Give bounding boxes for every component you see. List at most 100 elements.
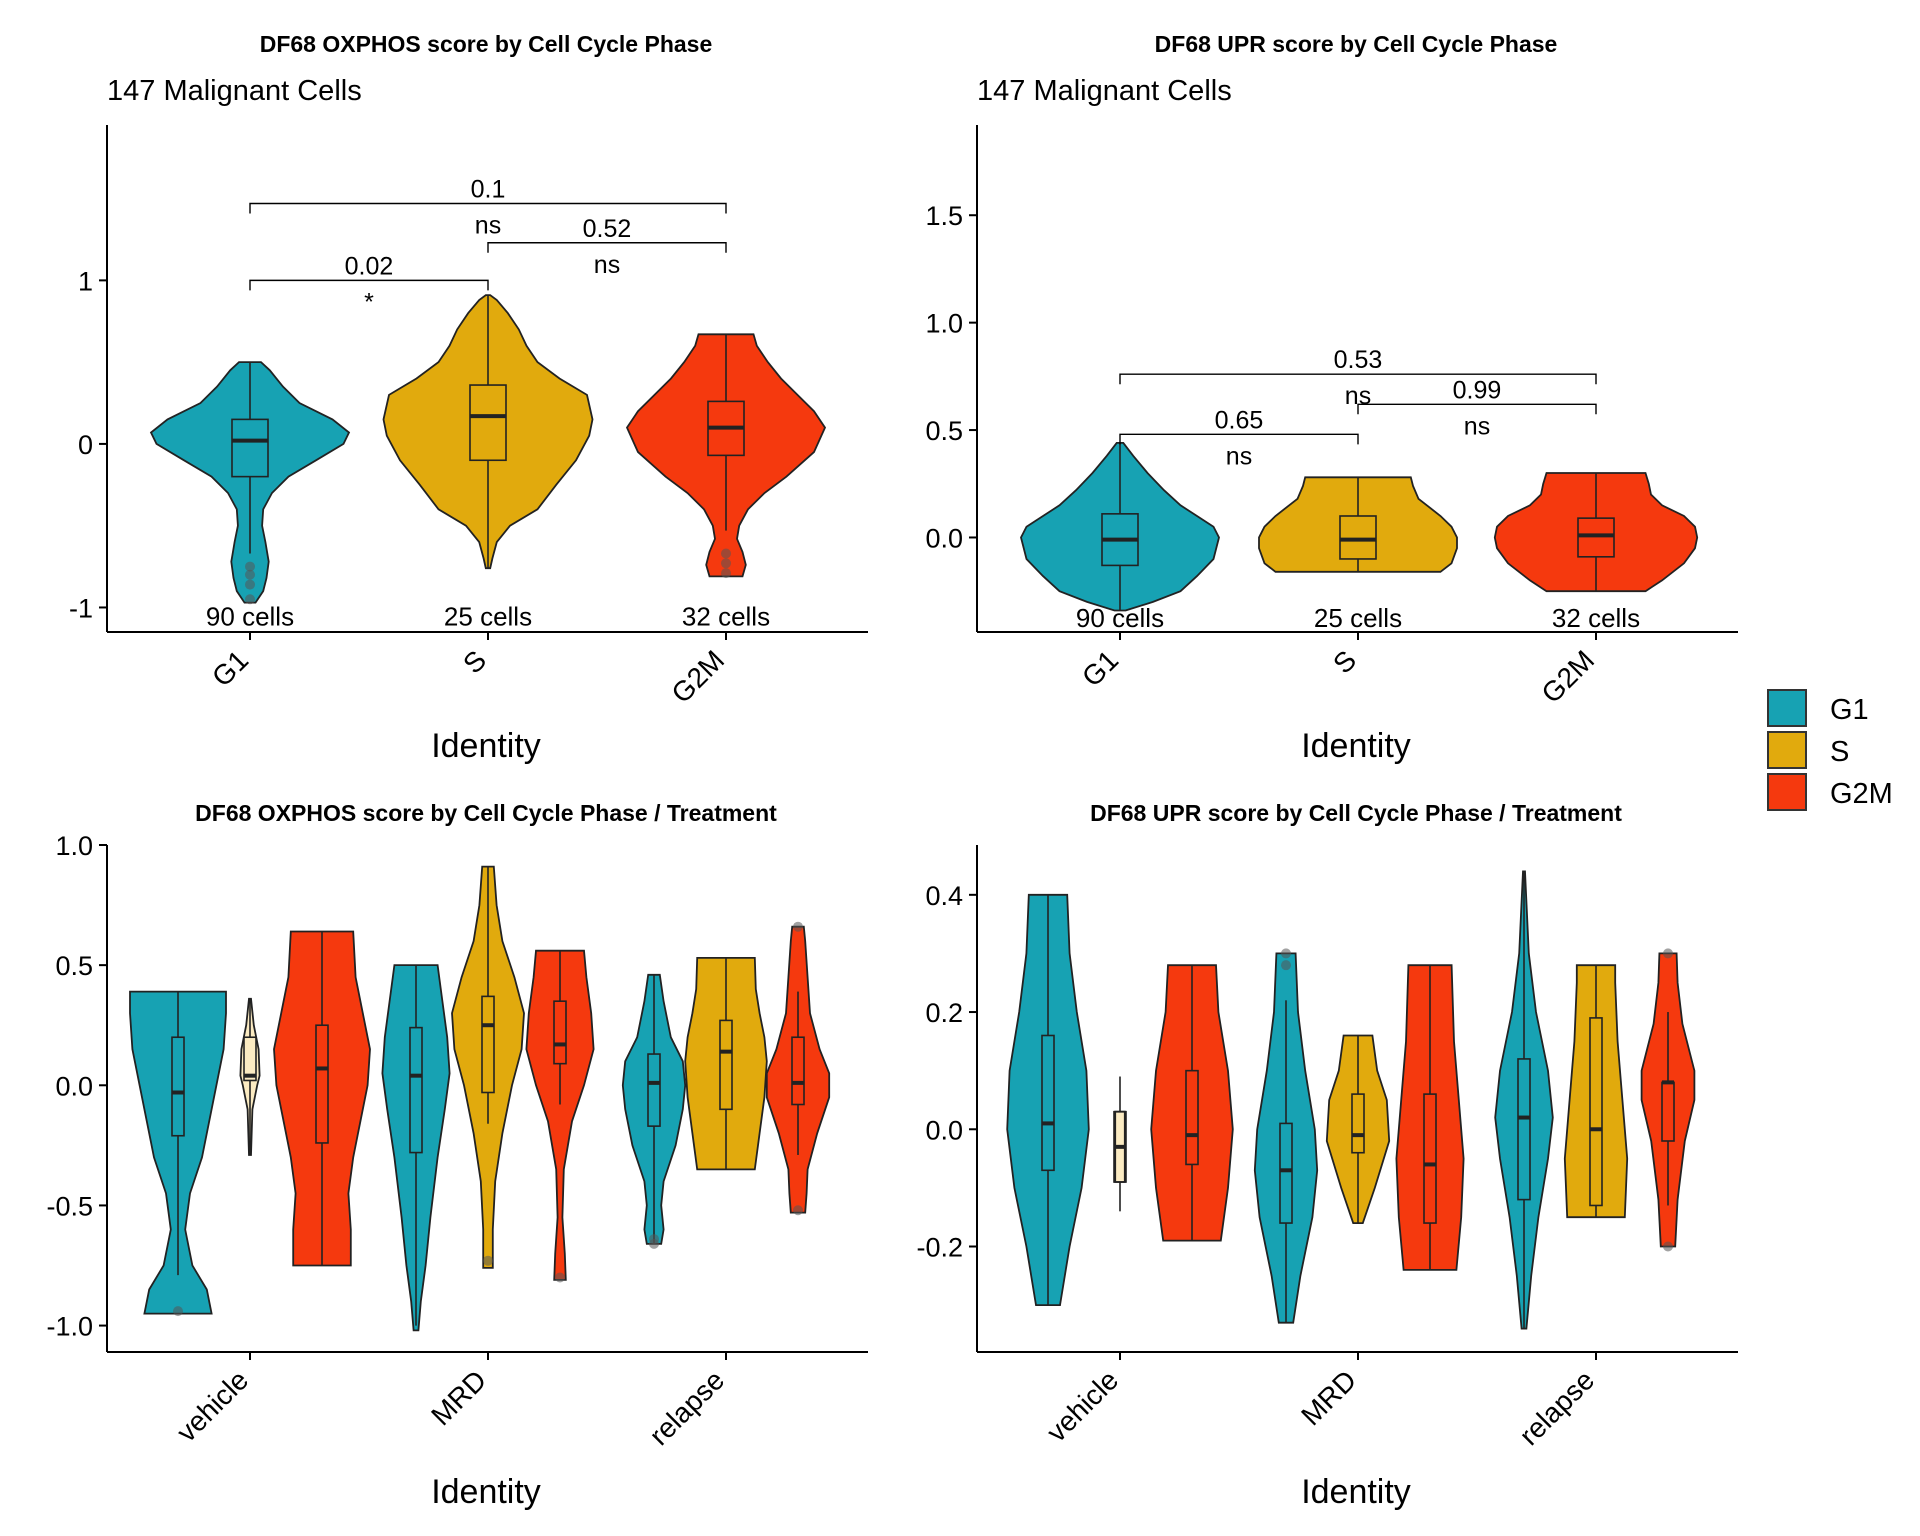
violin-g1-mrd [381,964,451,1332]
box-s-mrd [481,995,495,1094]
p-value-s-g2m: 0.99 [1453,376,1502,404]
outlier-g2m-1 [721,558,731,569]
violin-g2m-vehicle [1150,964,1234,1242]
outlier-g1-relapse-1 [649,1238,659,1249]
panel-oxphos-phase: DF68 OXPHOS score by Cell Cycle Phase 14… [69,31,868,765]
legend-swatch-s [1767,731,1807,769]
outlier-g2m-0 [721,548,731,559]
y-tick-label: 1.5 [925,201,963,231]
x-tick-label-g1: G1 [206,644,254,692]
panel-upr-treatment: DF68 UPR score by Cell Cycle Phase / Tre… [916,800,1738,1511]
y-tick-label: 1 [78,266,93,296]
chart-subtitle: 147 Malignant Cells [977,75,1232,107]
violin-g2m-vehicle [273,930,371,1267]
y-tick-label: 0.0 [55,1071,93,1101]
x-tick-label-g2m: G2M [1535,644,1600,709]
bracket-s-g2m [1357,403,1597,415]
box-g1-mrd [409,1026,423,1154]
x-tick-label-g2m: G2M [665,644,730,709]
significance-s-g2m: ns [1464,412,1490,440]
p-value-g1-g2m: 0.1 [471,176,506,204]
cell-count-g2m: 32 cells [682,602,770,632]
box-s-relapse [719,1019,733,1111]
box-g1-relapse [1517,1058,1531,1201]
box-g2m [1577,517,1615,558]
x-tick-label-vehicle: vehicle [1041,1364,1125,1448]
cell-count-g1: 90 cells [1076,603,1164,633]
outlier-g2m-relapse-0 [1663,1241,1673,1252]
box-s-relapse [1589,1017,1603,1207]
box-s [469,384,507,462]
x-axis-label: Identity [431,727,541,765]
chart-title: DF68 UPR score by Cell Cycle Phase / Tre… [1090,800,1622,826]
y-tick-label: 0.5 [55,951,93,981]
box-g2m-mrd [553,1000,567,1065]
legend-label-g2m: G2M [1830,778,1893,810]
x-tick-label-mrd: MRD [425,1364,492,1431]
box-g2m-mrd [1423,1093,1437,1224]
violin-s-mrd [1325,1034,1391,1224]
violin-g1-vehicle [1006,893,1090,1306]
significance-g1-s: ns [1226,442,1252,470]
x-tick-label-vehicle: vehicle [171,1364,255,1448]
plot-area: -1.0 -0.5 0.0 0.5 1.0 vehicle MRD relapse [46,831,868,1451]
violin-s [1258,476,1458,573]
box-s-mrd [1351,1093,1365,1154]
outlier-g1-vehicle-0 [173,1306,183,1317]
y-tick-label: 0.2 [925,998,963,1028]
cell-count-s: 25 cells [444,602,532,632]
legend-swatch-g1 [1767,689,1807,727]
y-tick-label: 0.0 [925,1115,963,1145]
significance-g1-g2m: ns [475,212,501,240]
outlier-g2m-relapse-0 [793,1205,803,1216]
p-value-g1-s: 0.02 [345,252,394,280]
outlier-g2m-2 [721,568,731,579]
violin-g2m-relapse [1640,952,1696,1248]
violin-g1-relapse [1494,870,1554,1330]
p-value-g1-s: 0.65 [1215,406,1264,434]
y-tick-label: -0.5 [46,1191,93,1221]
outlier-g1-2 [245,579,255,590]
cell-count-g1: 90 cells [206,602,294,632]
chart-title: DF68 OXPHOS score by Cell Cycle Phase [260,31,713,57]
significance-g1-s: * [364,288,374,316]
chart-title: DF68 UPR score by Cell Cycle Phase [1155,31,1558,57]
outlier-g1-mrd-0 [1281,960,1291,971]
legend-label-s: S [1830,736,1849,768]
outlier-g1-3 [245,594,255,605]
y-tick-label: 1.0 [925,309,963,339]
panel-upr-phase: DF68 UPR score by Cell Cycle Phase 147 M… [925,31,1738,765]
box-g2m-vehicle [1185,1069,1199,1166]
chart-title: DF68 OXPHOS score by Cell Cycle Phase / … [195,800,777,826]
box-s-vehicle [243,1036,257,1082]
outlier-s-mrd-0 [483,1255,493,1266]
p-value-g1-g2m: 0.53 [1334,346,1383,374]
x-axis-label: Identity [1301,727,1411,765]
box-s [1339,515,1377,560]
outlier-g1-0 [245,561,255,572]
cell-count-s: 25 cells [1314,603,1402,633]
box-g1 [231,418,269,478]
y-tick-label: -0.2 [916,1232,963,1262]
p-value-s-g2m: 0.52 [583,215,632,243]
outlier-g1-1 [245,569,255,580]
violin-g1-relapse [621,973,687,1245]
x-tick-label-g1: G1 [1076,644,1124,692]
y-tick-label: -1 [69,593,93,623]
x-tick-label-relapse: relapse [643,1364,730,1451]
cell-count-g2m: 32 cells [1552,603,1640,633]
outlier-g2m-mrd-0 [555,1272,565,1283]
plot-area: -0.2 0.0 0.2 0.4 vehicle MRD relapse [916,845,1738,1451]
legend-label-g1: G1 [1830,694,1869,726]
outlier-g2m-relapse-1 [793,921,803,932]
bracket-s-g2m [487,242,727,253]
y-tick-label: 0.5 [925,416,963,446]
y-tick-label: 1.0 [55,831,93,861]
plot-area: -1 0 1 G1 S G2M 0.1 ns 0.52 ns 0.02 * 90 cells 25 cel… [69,125,868,709]
bracket-g1-s [249,279,489,291]
outlier-g2m-relapse-1 [1663,948,1673,959]
violin-g2m-mrd [1395,964,1465,1271]
x-tick-label-s: S [1327,644,1362,679]
